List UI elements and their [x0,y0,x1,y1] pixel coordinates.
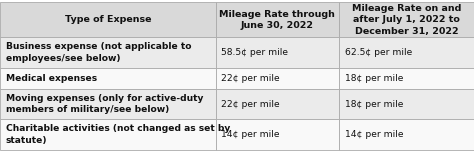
Bar [216,119,339,150]
Bar [216,68,339,89]
Text: 58.5¢ per mile: 58.5¢ per mile [221,48,288,57]
Bar [0,119,216,150]
Text: Moving expenses (only for active-duty
members of military/see below): Moving expenses (only for active-duty me… [6,94,203,114]
Bar [339,89,474,119]
Bar [216,2,339,37]
Bar [339,68,474,89]
Bar [339,37,474,68]
Bar [0,2,216,37]
Bar [339,2,474,37]
Bar [216,89,339,119]
Text: 18¢ per mile: 18¢ per mile [345,100,403,109]
Bar [216,37,339,68]
Text: Mileage Rate through
June 30, 2022: Mileage Rate through June 30, 2022 [219,10,335,30]
Text: 62.5¢ per mile: 62.5¢ per mile [345,48,412,57]
Text: Business expense (not applicable to
employees/see below): Business expense (not applicable to empl… [6,42,191,63]
Text: Mileage Rate on and
after July 1, 2022 to
December 31, 2022: Mileage Rate on and after July 1, 2022 t… [352,4,461,36]
Text: 18¢ per mile: 18¢ per mile [345,74,403,83]
Text: 22¢ per mile: 22¢ per mile [221,74,280,83]
Text: Type of Expense: Type of Expense [64,15,151,24]
Text: 14¢ per mile: 14¢ per mile [345,130,403,139]
Text: Charitable activities (not changed as set by
statute): Charitable activities (not changed as se… [6,124,230,145]
Bar [339,119,474,150]
Text: Medical expenses: Medical expenses [6,74,97,83]
Bar [0,37,216,68]
Text: 22¢ per mile: 22¢ per mile [221,100,280,109]
Bar [0,89,216,119]
Text: 14¢ per mile: 14¢ per mile [221,130,280,139]
Bar [0,68,216,89]
